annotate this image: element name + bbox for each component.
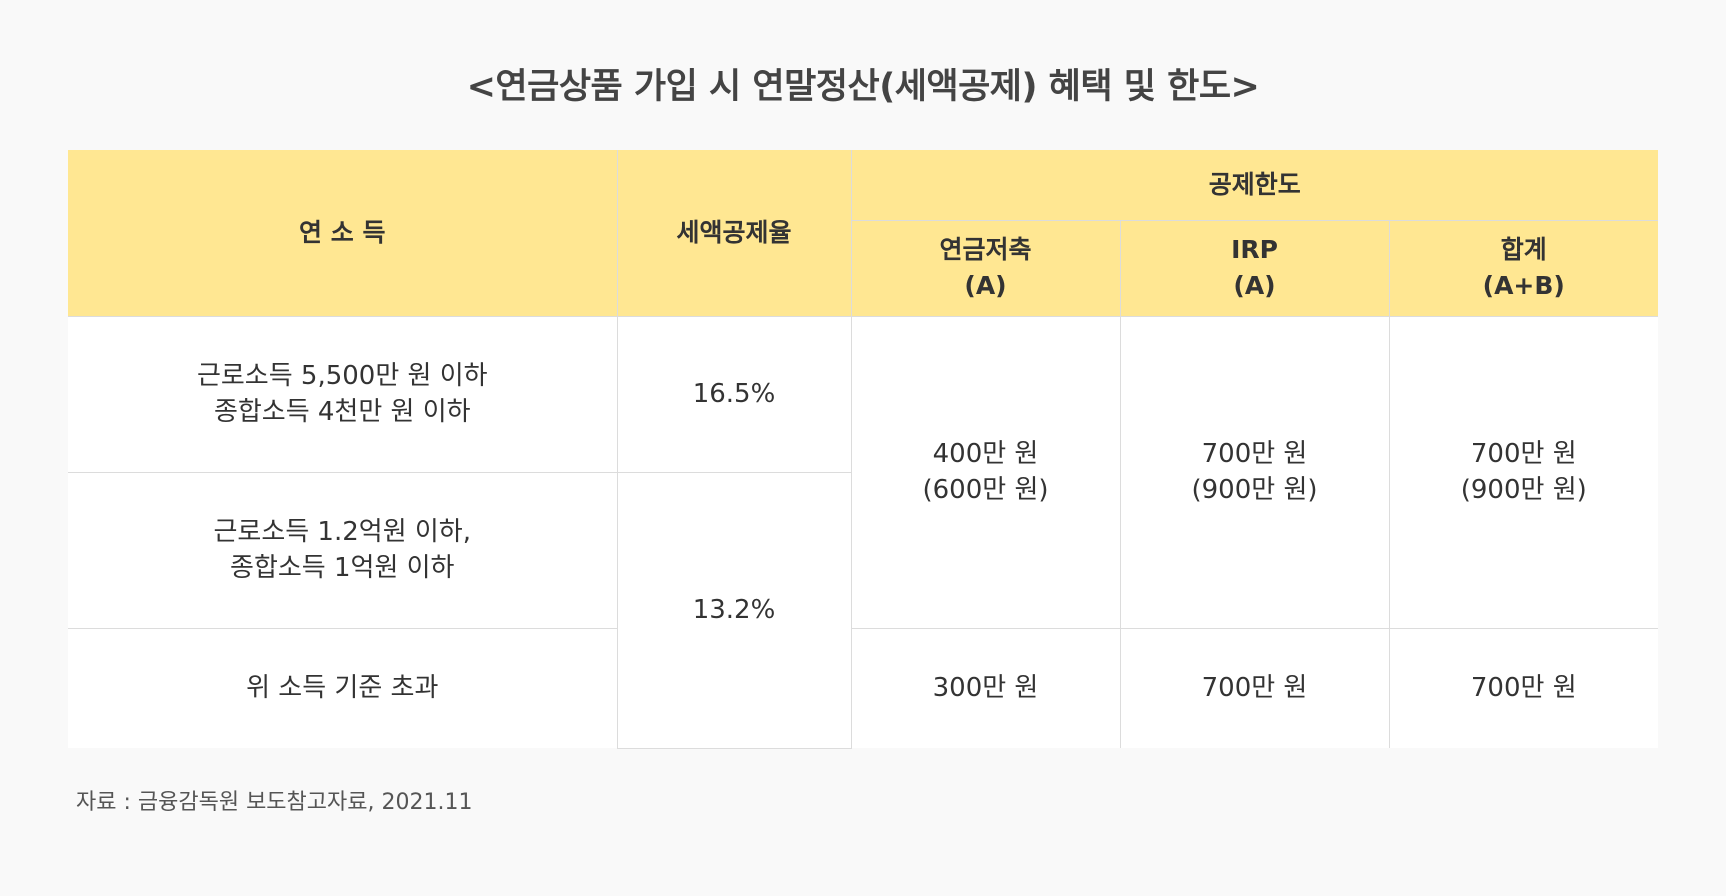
income-line: 종합소득 4천만 원 이하 xyxy=(213,397,471,427)
income-cell: 근로소득 1.2억원 이하, 종합소득 1억원 이하 xyxy=(68,471,618,629)
limit-value: 400만 원 xyxy=(932,439,1039,469)
limit-total-cell: 700만 원 (900만 원) xyxy=(1388,315,1659,629)
header-irp-label: IRP xyxy=(1231,235,1278,264)
header-pension-savings-label: 연금저축 xyxy=(939,235,1032,264)
limit-value-extra: (900만 원) xyxy=(1191,475,1318,505)
limit-value-extra: (600만 원) xyxy=(922,475,1049,505)
table-row: 위 소득 기준 초과 300만 원 700만 원 700만 원 xyxy=(68,627,1659,748)
income-cell: 근로소득 5,500만 원 이하 종합소득 4천만 원 이하 xyxy=(68,315,618,473)
header-pension-savings-code: (A) xyxy=(964,271,1007,300)
rate-cell: 13.2% xyxy=(616,471,851,749)
header-total-label: 합계 xyxy=(1500,235,1547,264)
rate-cell: 16.5% xyxy=(616,315,852,473)
header-income: 연 소 득 xyxy=(68,150,618,317)
benefit-table: 연 소 득 세액공제율 공제한도 연금저축 (A) IRP (A) 합계 (A+… xyxy=(68,150,1659,749)
header-pension-savings: 연금저축 (A) xyxy=(851,219,1121,317)
limit-irp-cell: 700만 원 xyxy=(1119,627,1390,748)
page-title: <연금상품 가입 시 연말정산(세액공제) 혜택 및 한도> xyxy=(466,67,1260,107)
table-subheader-row: 연금저축 (A) IRP (A) 합계 (A+B) xyxy=(68,219,1659,317)
limit-value: 700만 원 xyxy=(1470,439,1577,469)
header-rate: 세액공제율 xyxy=(616,150,852,317)
header-total-code: (A+B) xyxy=(1482,271,1565,300)
limit-total-cell: 700만 원 xyxy=(1388,627,1659,748)
income-line: 근로소득 1.2억원 이하, xyxy=(213,517,471,547)
income-line: 위 소득 기준 초과 xyxy=(246,673,439,704)
income-cell: 위 소득 기준 초과 xyxy=(68,627,618,748)
source-note: 자료 : 금융감독원 보도참고자료, 2021.11 xyxy=(76,790,473,815)
table-header-row: 연 소 득 세액공제율 공제한도 xyxy=(68,150,1659,317)
income-line: 근로소득 5,500만 원 이하 xyxy=(196,361,488,391)
limit-pension-savings-cell: 300만 원 xyxy=(850,627,1121,748)
header-limit-group: 공제한도 xyxy=(850,150,1659,221)
table-row: 근로소득 5,500만 원 이하 종합소득 4천만 원 이하 16.5% 400… xyxy=(68,315,1659,629)
limit-value: 700만 원 xyxy=(1201,439,1308,469)
header-irp: IRP (A) xyxy=(1119,219,1390,317)
limit-value-extra: (900만 원) xyxy=(1460,475,1587,505)
header-irp-code: (A) xyxy=(1233,271,1276,300)
income-line: 종합소득 1억원 이하 xyxy=(230,553,455,583)
table-row: 근로소득 1.2억원 이하, 종합소득 1억원 이하 13.2% xyxy=(68,471,1658,749)
limit-pension-savings-cell: 400만 원 (600만 원) xyxy=(850,315,1121,629)
limit-irp-cell: 700만 원 (900만 원) xyxy=(1119,315,1390,629)
header-total: 합계 (A+B) xyxy=(1388,219,1659,317)
